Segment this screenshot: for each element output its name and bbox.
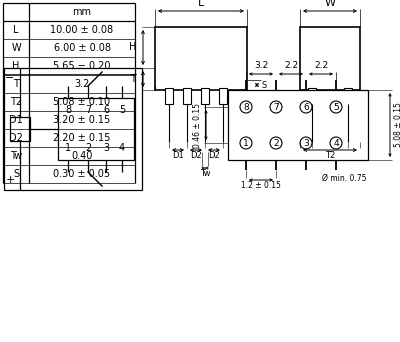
Text: +: + (5, 175, 15, 185)
Circle shape (330, 101, 342, 113)
Text: 2.2: 2.2 (284, 62, 298, 70)
Text: 6: 6 (103, 105, 109, 115)
Text: 2.2: 2.2 (314, 62, 328, 70)
Text: Tw: Tw (200, 169, 210, 177)
Text: W: W (324, 0, 336, 8)
Text: 2: 2 (85, 143, 91, 153)
Text: H: H (129, 42, 136, 53)
Text: T: T (130, 74, 136, 84)
Text: 2: 2 (273, 139, 279, 147)
Text: 10.00 ± 0.08: 10.00 ± 0.08 (50, 25, 114, 35)
Bar (308, 88, 316, 104)
Text: L: L (198, 0, 204, 8)
Text: D2: D2 (208, 152, 220, 160)
Bar (201, 88, 209, 104)
Text: S: S (262, 80, 267, 90)
Text: 3.2: 3.2 (74, 79, 90, 89)
Text: 5: 5 (333, 103, 339, 111)
Circle shape (240, 101, 252, 113)
Text: 3.2: 3.2 (254, 62, 268, 70)
Text: 4: 4 (119, 143, 125, 153)
Circle shape (270, 101, 282, 113)
Bar (300, 27, 360, 90)
Text: T2: T2 (10, 97, 22, 107)
Text: 1: 1 (65, 143, 71, 153)
Text: 2.20 ± 0.15: 2.20 ± 0.15 (53, 133, 111, 143)
Text: W: W (11, 43, 21, 53)
Bar (344, 88, 352, 104)
Text: 7: 7 (273, 103, 279, 111)
Text: 3: 3 (303, 139, 309, 147)
Circle shape (300, 137, 312, 149)
Text: 6: 6 (303, 103, 309, 111)
Circle shape (270, 137, 282, 149)
Circle shape (300, 101, 312, 113)
Text: T2: T2 (325, 152, 335, 160)
Text: 5.08 ± 0.10: 5.08 ± 0.10 (54, 97, 110, 107)
Text: −: − (5, 73, 15, 83)
Bar (219, 88, 227, 104)
Bar (4, 68, 142, 190)
Bar (165, 88, 173, 104)
Text: T: T (13, 79, 19, 89)
Text: 6.00 ± 0.08: 6.00 ± 0.08 (54, 43, 110, 53)
Bar (228, 90, 368, 160)
Bar (58, 98, 134, 160)
Circle shape (240, 137, 252, 149)
Bar (10, 117, 30, 141)
Text: 8: 8 (65, 105, 71, 115)
Text: 5.65 − 0.20: 5.65 − 0.20 (53, 61, 111, 71)
Text: 5: 5 (119, 105, 125, 115)
Text: Tw: Tw (10, 151, 22, 161)
Text: D1: D1 (9, 115, 23, 125)
Text: S: S (13, 169, 19, 179)
Text: 0.46 ± 0.15: 0.46 ± 0.15 (193, 103, 202, 147)
Text: 1: 1 (243, 139, 249, 147)
Text: 1.2 ± 0.15: 1.2 ± 0.15 (241, 181, 281, 189)
Text: 0.40: 0.40 (71, 151, 93, 161)
Text: 0.30 ± 0.05: 0.30 ± 0.05 (54, 169, 110, 179)
Circle shape (330, 137, 342, 149)
Bar (183, 88, 191, 104)
Text: mm: mm (72, 7, 92, 17)
Bar (155, 27, 247, 90)
Text: D1: D1 (172, 152, 184, 160)
Text: 3.20 ± 0.15: 3.20 ± 0.15 (53, 115, 111, 125)
Text: D2: D2 (9, 133, 23, 143)
Text: L: L (13, 25, 19, 35)
Text: D2: D2 (190, 152, 202, 160)
Text: 7: 7 (85, 105, 91, 115)
Text: Ø min. 0.75: Ø min. 0.75 (322, 174, 366, 183)
Text: 5.08 ± 0.15: 5.08 ± 0.15 (394, 103, 400, 147)
Text: 4: 4 (333, 139, 339, 147)
Text: 3: 3 (103, 143, 109, 153)
Text: 8: 8 (243, 103, 249, 111)
Text: H: H (12, 61, 20, 71)
